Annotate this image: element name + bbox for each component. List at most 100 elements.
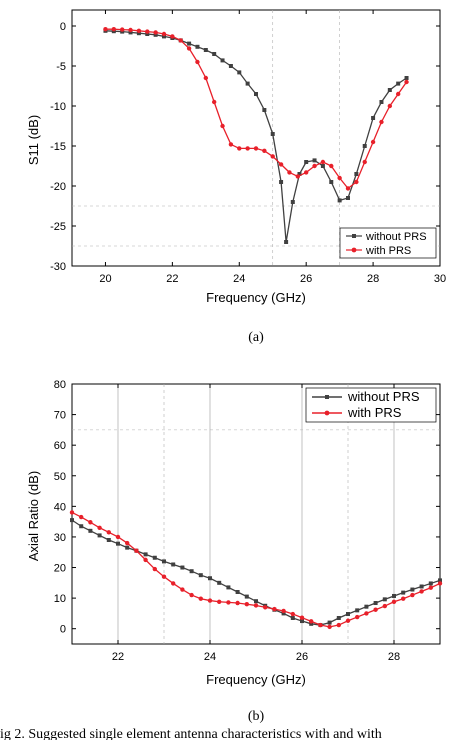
y-axis-title: Axial Ratio (dB) — [26, 471, 41, 561]
data-point — [327, 624, 332, 630]
y-tick-label: 0 — [60, 624, 66, 636]
data-point — [125, 545, 130, 550]
data-point — [170, 34, 175, 39]
legend-marker-without-prs — [352, 234, 356, 238]
data-point — [379, 100, 384, 104]
data-point — [189, 569, 194, 574]
data-point — [329, 163, 334, 169]
data-point — [220, 58, 225, 63]
series-line-with-prs — [105, 28, 408, 190]
data-point — [195, 59, 200, 65]
data-point — [290, 616, 295, 620]
data-point — [281, 611, 286, 616]
data-point — [235, 590, 240, 594]
x-tick-label: 24 — [233, 273, 245, 285]
data-point — [345, 618, 351, 623]
data-point — [419, 584, 424, 589]
data-point — [245, 81, 250, 86]
x-tick-label: 26 — [296, 651, 308, 663]
legend-box — [305, 387, 437, 423]
data-point — [128, 30, 133, 35]
data-point — [346, 612, 350, 617]
data-point — [364, 604, 369, 609]
data-point — [198, 573, 203, 578]
legend-marker-with-prs — [324, 410, 330, 416]
data-point — [116, 541, 120, 546]
data-point — [180, 587, 185, 592]
data-point — [355, 614, 360, 620]
data-point — [228, 64, 233, 68]
data-point — [97, 533, 102, 538]
y-axis-ticks: 0 10 20 30 40 50 60 70 80 — [54, 379, 440, 636]
data-point — [428, 581, 433, 586]
data-point — [336, 622, 341, 628]
y-axis-title: S11 (dB) — [26, 115, 41, 165]
data-point — [270, 154, 275, 159]
grid-lines — [72, 10, 440, 266]
subfigure-label-a: (a) — [248, 330, 264, 345]
data-point — [79, 514, 84, 520]
data-point — [327, 620, 332, 625]
y-tick-label: 60 — [54, 440, 66, 452]
x-tick-label: 22 — [166, 273, 178, 285]
data-point — [180, 565, 185, 570]
data-point — [145, 32, 150, 36]
data-point — [171, 581, 176, 586]
data-point — [212, 52, 217, 56]
series-layer — [69, 510, 443, 630]
data-point — [300, 619, 304, 624]
data-point — [244, 594, 249, 599]
data-point — [354, 179, 359, 185]
legend: without PRS with PRS — [339, 227, 437, 259]
data-point — [395, 91, 401, 97]
legend-label-without-prs: without PRS — [347, 389, 420, 404]
legend-box — [339, 227, 437, 259]
data-point — [336, 616, 341, 620]
legend-marker-with-prs — [351, 247, 357, 253]
data-point — [354, 172, 359, 176]
x-tick-label: 28 — [367, 273, 379, 285]
y-tick-label: -15 — [50, 141, 66, 153]
data-point — [364, 611, 369, 616]
y-axis-ticks: 0 -5 -10 -15 -20 -25 -30 — [50, 21, 440, 273]
legend-marker-without-prs — [325, 395, 329, 399]
data-point — [309, 621, 314, 626]
x-axis-title: Frequency (GHz) — [206, 672, 306, 687]
series-line-without-prs — [105, 30, 407, 243]
data-point — [392, 593, 396, 598]
data-point — [263, 605, 268, 610]
data-point — [387, 103, 393, 109]
data-point — [270, 132, 275, 136]
data-point — [401, 590, 406, 595]
data-point — [171, 562, 176, 567]
data-point — [111, 27, 117, 32]
data-point — [362, 159, 367, 165]
data-point — [217, 580, 222, 585]
data-point — [161, 31, 167, 37]
data-point — [254, 92, 258, 96]
data-point — [244, 602, 249, 607]
y-tick-label: 70 — [54, 410, 66, 422]
data-point — [371, 116, 376, 120]
data-point — [254, 599, 258, 604]
y-tick-label: -25 — [50, 221, 66, 233]
data-point — [97, 525, 102, 530]
data-point — [220, 123, 225, 129]
y-tick-label: -10 — [50, 101, 66, 113]
data-point — [428, 585, 433, 590]
legend-label-with-prs: with PRS — [365, 245, 411, 257]
x-tick-label: 26 — [300, 273, 312, 285]
data-point — [198, 596, 203, 601]
data-point — [253, 603, 259, 608]
data-point — [136, 28, 142, 33]
data-point — [203, 75, 209, 81]
data-point — [287, 170, 292, 175]
data-point — [211, 99, 217, 105]
data-point — [404, 76, 409, 80]
data-point — [134, 548, 139, 553]
data-point — [437, 581, 443, 586]
x-tick-label: 30 — [434, 273, 446, 285]
y-tick-label: 0 — [60, 21, 66, 33]
data-point — [295, 174, 301, 179]
